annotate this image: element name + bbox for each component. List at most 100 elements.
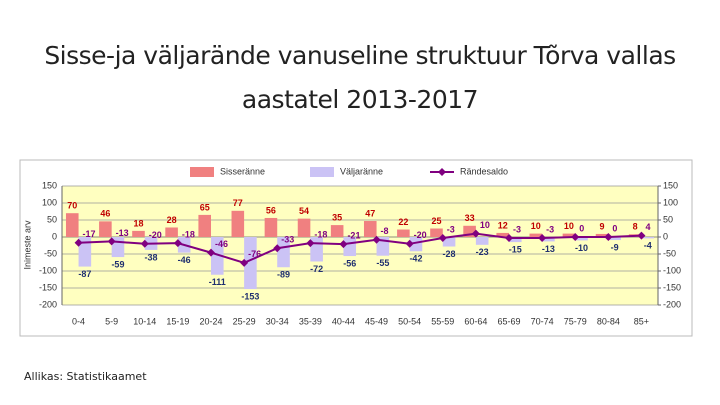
x-tick-label: 30-34 xyxy=(266,316,289,326)
data-label: 4 xyxy=(645,222,650,232)
line-marker xyxy=(637,231,646,240)
data-label: -46 xyxy=(215,239,228,249)
data-label: -55 xyxy=(376,258,389,268)
x-tick-label: 65-69 xyxy=(497,316,520,326)
data-label: 54 xyxy=(299,206,309,216)
legend-swatch xyxy=(438,168,446,176)
y-axis-label: Inimeste arv xyxy=(22,220,32,270)
x-tick-label: 5-9 xyxy=(105,316,118,326)
line-marker xyxy=(438,234,447,243)
x-tick-label: 85+ xyxy=(634,316,649,326)
line-marker xyxy=(538,234,547,243)
legend-label: Sisseränne xyxy=(220,166,265,176)
data-label: -3 xyxy=(513,224,521,234)
bar xyxy=(397,229,410,237)
data-label: -38 xyxy=(145,252,158,262)
data-label: 0 xyxy=(579,223,584,233)
data-label: 33 xyxy=(465,213,475,223)
data-label: -72 xyxy=(310,264,323,274)
data-label: 77 xyxy=(233,198,243,208)
data-label: 28 xyxy=(167,215,177,225)
x-tick-label: 0-4 xyxy=(72,316,85,326)
y2-tick-label: -150 xyxy=(663,282,681,292)
line-marker xyxy=(107,237,116,246)
data-label: -9 xyxy=(611,242,619,252)
bar xyxy=(99,221,112,237)
x-tick-label: 80-84 xyxy=(597,316,620,326)
data-label: 35 xyxy=(332,212,342,222)
bar xyxy=(475,237,489,245)
x-tick-label: 40-44 xyxy=(332,316,355,326)
y2-tick-label: -200 xyxy=(663,299,681,309)
bar xyxy=(65,213,79,237)
y2-tick-label: 50 xyxy=(663,214,673,224)
data-label: -17 xyxy=(83,229,96,239)
data-label: -153 xyxy=(241,291,259,301)
line-marker xyxy=(571,233,580,241)
x-tick-label: 50-54 xyxy=(398,316,421,326)
line-marker xyxy=(339,240,348,249)
line-marker xyxy=(505,234,513,243)
bar xyxy=(575,237,588,241)
chart-title: Sisse-ja väljarände vanuseline struktuur… xyxy=(44,41,676,114)
data-label: -76 xyxy=(248,249,261,259)
bar xyxy=(165,227,178,237)
bar xyxy=(430,228,443,237)
data-label: -21 xyxy=(347,231,360,241)
bar xyxy=(277,237,290,268)
data-label: 65 xyxy=(200,202,210,212)
line-marker xyxy=(405,239,414,248)
x-tick-label: 10-14 xyxy=(133,316,156,326)
x-tick-label: 60-64 xyxy=(464,316,487,326)
data-label: 10 xyxy=(480,220,490,230)
bar xyxy=(343,237,357,257)
data-label: -18 xyxy=(182,229,195,239)
data-label: 10 xyxy=(531,221,541,231)
bar xyxy=(442,237,456,247)
bar xyxy=(330,225,344,237)
data-label: 56 xyxy=(266,205,276,215)
data-label: 46 xyxy=(100,209,110,219)
data-label: 25 xyxy=(431,216,441,226)
x-tick-label: 35-39 xyxy=(299,316,322,326)
data-label: -8 xyxy=(381,226,389,236)
data-label: 10 xyxy=(564,221,574,231)
y-tick-label: -50 xyxy=(44,248,57,258)
bar xyxy=(409,237,423,252)
bar xyxy=(132,230,145,237)
data-label: -28 xyxy=(443,249,456,259)
line-marker xyxy=(240,258,249,267)
bar xyxy=(244,237,257,290)
data-label: -13 xyxy=(116,228,129,238)
x-tick-label: 20-24 xyxy=(199,316,222,326)
line-marker xyxy=(471,229,480,238)
data-label: 70 xyxy=(67,201,77,211)
data-label: -59 xyxy=(111,259,124,269)
data-label: 0 xyxy=(612,223,617,233)
bar xyxy=(463,225,476,237)
x-tick-label: 45-49 xyxy=(365,316,388,326)
data-label: -3 xyxy=(546,224,554,234)
y2-tick-label: 100 xyxy=(663,197,678,207)
bar xyxy=(264,217,278,237)
y-tick-label: -200 xyxy=(39,299,57,309)
y2-tick-label: 0 xyxy=(663,231,668,241)
data-label: -10 xyxy=(575,243,588,253)
y-tick-label: 50 xyxy=(47,214,57,224)
bar xyxy=(562,233,576,237)
bar xyxy=(496,232,509,237)
data-label: 12 xyxy=(498,220,508,230)
bar xyxy=(231,210,245,237)
line-marker xyxy=(306,239,315,248)
data-label: 9 xyxy=(600,221,605,231)
y-tick-label: -100 xyxy=(39,265,57,275)
line-marker xyxy=(74,238,83,247)
line-marker xyxy=(273,244,282,253)
data-label: -4 xyxy=(644,241,652,251)
source-note: Allikas: Statistikaamet xyxy=(24,370,147,383)
data-label: -42 xyxy=(409,254,422,264)
bar xyxy=(198,214,211,237)
y2-tick-label: 150 xyxy=(663,180,678,190)
